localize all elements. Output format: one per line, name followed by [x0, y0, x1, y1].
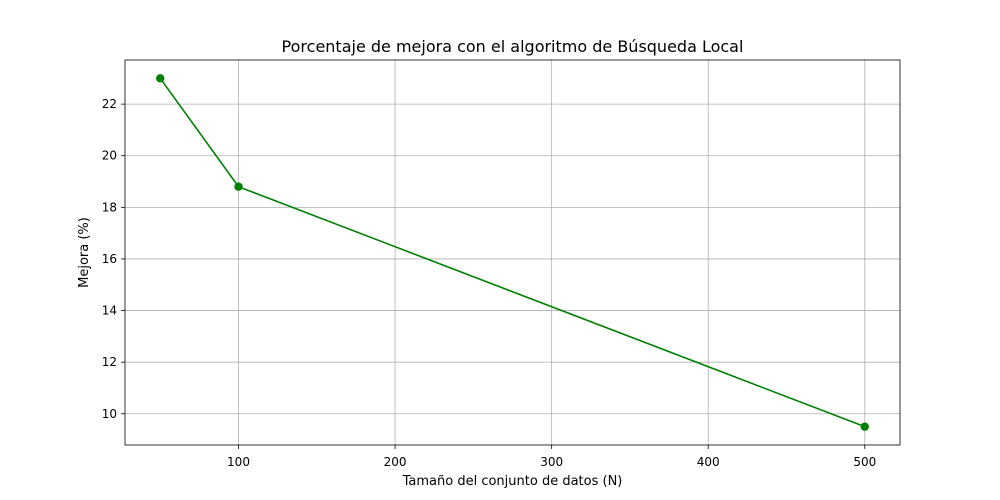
- x-tick-label: 500: [853, 455, 876, 469]
- y-axis-ticks: 10 12 14 16 18 20 22: [102, 97, 125, 421]
- data-point: [860, 422, 869, 431]
- y-tick-label: 20: [102, 149, 117, 163]
- y-tick-label: 12: [102, 355, 117, 369]
- chart-title: Porcentaje de mejora con el algoritmo de…: [282, 37, 744, 56]
- series-line: [159, 77, 866, 428]
- y-tick-label: 22: [102, 97, 117, 111]
- x-tick-label: 400: [697, 455, 720, 469]
- y-tick-label: 18: [102, 200, 117, 214]
- x-axis-ticks: 100 200 300 400 500: [227, 445, 876, 469]
- x-tick-label: 100: [227, 455, 250, 469]
- x-tick-label: 200: [384, 455, 407, 469]
- x-tick-label: 300: [540, 455, 563, 469]
- y-tick-label: 14: [102, 304, 117, 318]
- y-tick-label: 16: [102, 252, 117, 266]
- x-axis-label: Tamaño del conjunto de datos (N): [402, 474, 623, 489]
- data-point: [234, 182, 243, 191]
- data-point: [156, 74, 165, 83]
- series-layer: [156, 74, 869, 431]
- plot-frame: [124, 59, 901, 446]
- y-tick-label: 10: [102, 407, 117, 421]
- y-axis-label: Mejora (%): [77, 217, 92, 288]
- grid: [125, 60, 900, 445]
